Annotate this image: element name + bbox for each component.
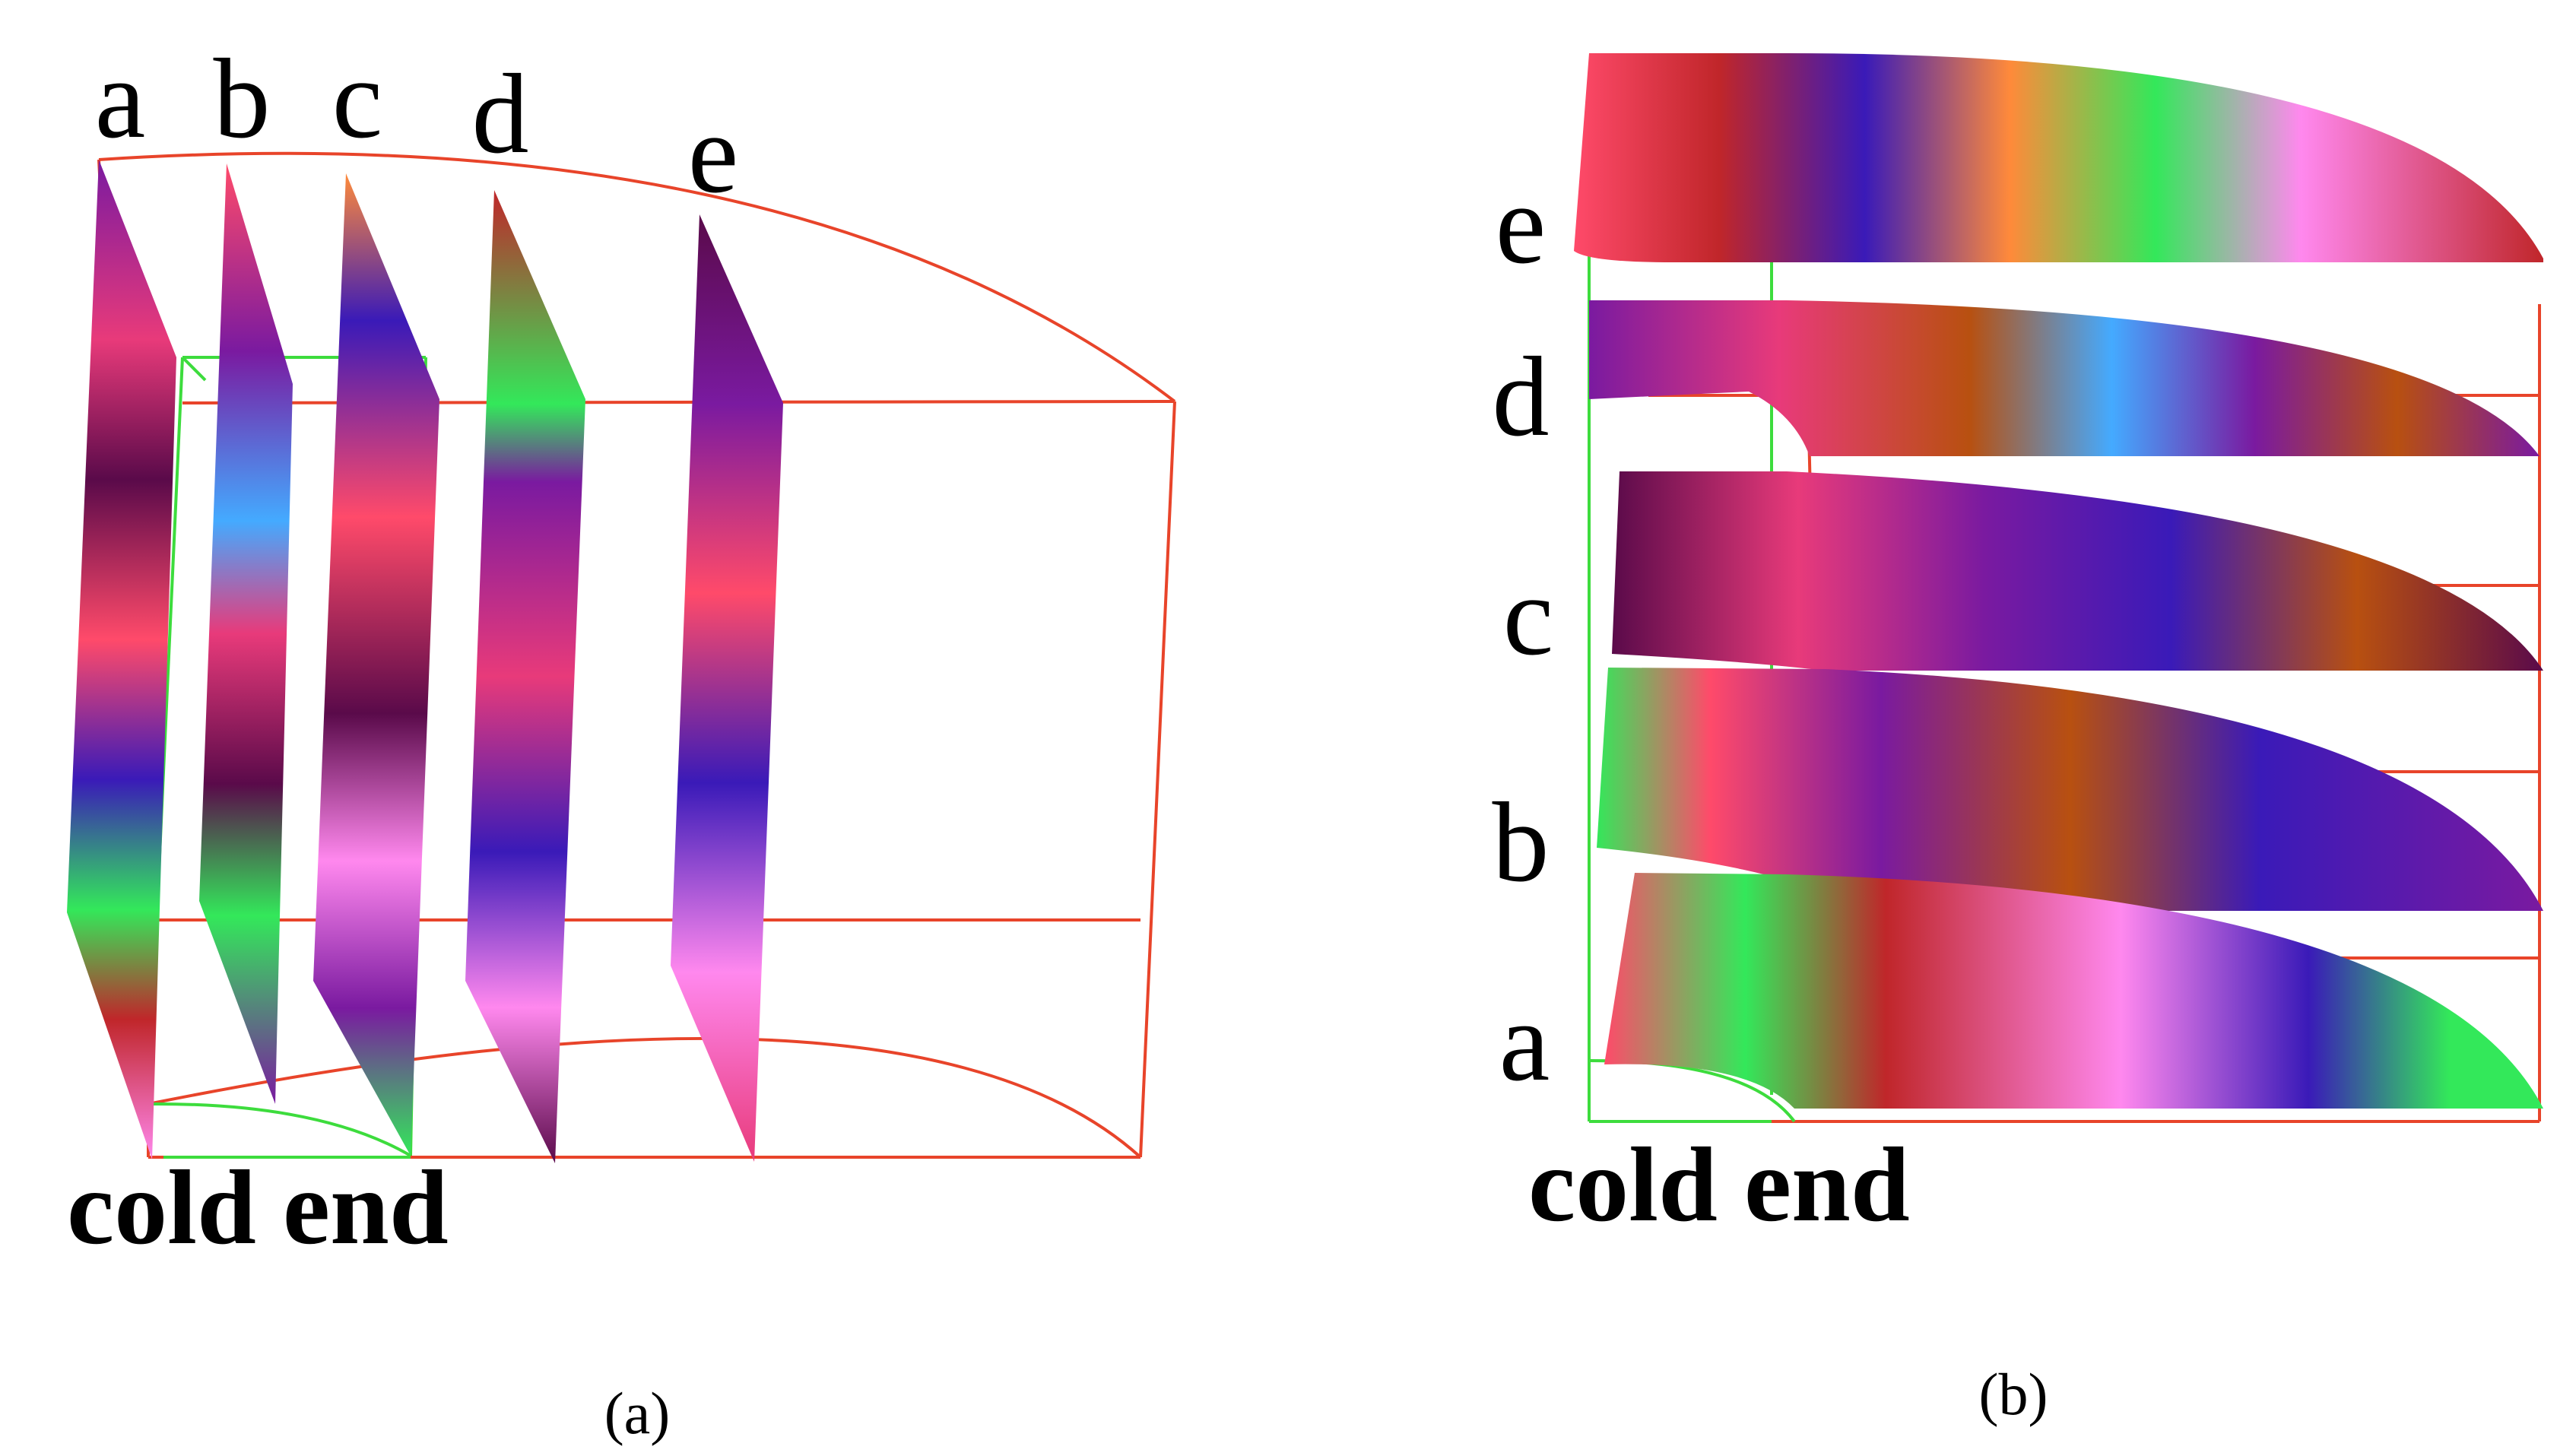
cold-end-label: cold end	[1528, 1126, 1910, 1244]
panel-b: e d c b a cold end (b)	[1493, 53, 2543, 1427]
slice-a-b	[1604, 873, 2543, 1109]
slice-c-b	[1612, 471, 2543, 671]
slice-e-b	[1574, 53, 2543, 262]
slice-label: d	[472, 51, 529, 177]
panel-b-caption: (b)	[1979, 1361, 2048, 1427]
slice-a	[67, 160, 176, 1159]
slice-label: a	[95, 36, 146, 162]
slice-e	[671, 214, 783, 1162]
slice-label: a	[1499, 979, 1550, 1105]
slice-label: e	[688, 90, 739, 217]
panel-a-caption: (a)	[604, 1380, 671, 1446]
slice-d-b	[1589, 300, 2540, 456]
slice-label: c	[1503, 553, 1554, 679]
cold-end-label: cold end	[67, 1149, 449, 1267]
panel-a: a b c d e cold end (a)	[67, 36, 1176, 1446]
slice-label: b	[1493, 779, 1550, 906]
slice-b-b	[1597, 668, 2543, 911]
slice-d	[465, 190, 585, 1163]
slice-b	[199, 163, 293, 1104]
slice-label: e	[1496, 161, 1547, 287]
slice-label: d	[1493, 334, 1550, 460]
slice-c	[313, 173, 439, 1156]
slice-label: b	[214, 36, 271, 162]
slice-label: c	[332, 36, 383, 162]
